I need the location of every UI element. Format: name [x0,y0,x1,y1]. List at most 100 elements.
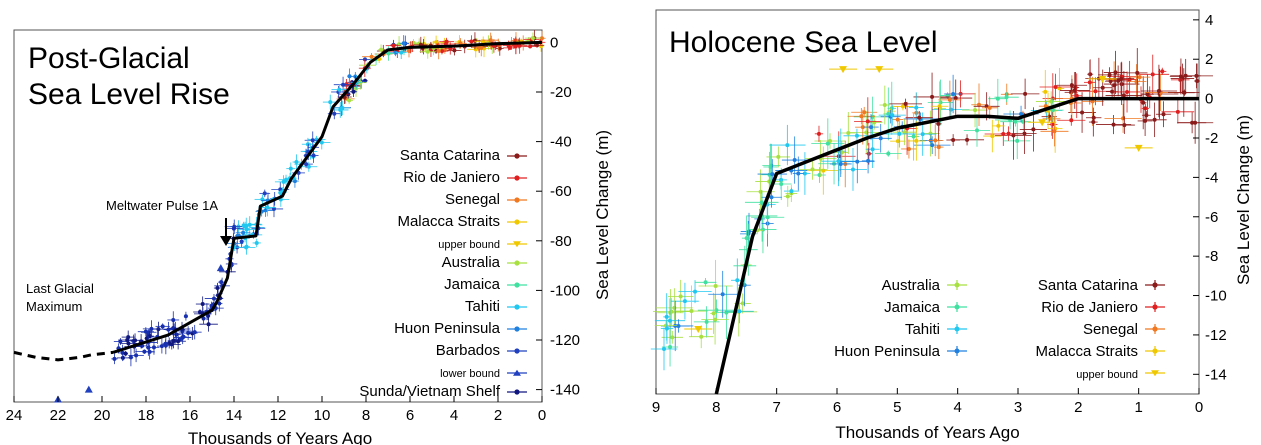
data-point [672,305,677,310]
data-point [872,120,877,125]
data-point [539,36,544,41]
upper-bound-marker [875,66,884,74]
legend-marker [1152,348,1158,354]
data-point [676,323,681,328]
data-point [123,351,128,356]
legend-label: upper bound [438,239,500,251]
data-point [947,97,952,102]
data-point [995,96,1000,101]
legend-item: Tahiti [905,321,967,338]
data-point [347,74,352,79]
data-point [306,164,311,169]
data-point [197,309,202,314]
data-point [278,190,283,195]
legend-marker [954,326,960,332]
x-tick-label: 18 [138,407,155,424]
data-point [1150,72,1155,77]
legend-item: Rio de Janiero [403,169,527,186]
data-point [776,154,781,159]
data-point [434,40,439,45]
data-point [1178,77,1183,82]
data-point [900,104,905,109]
data-point [792,158,797,163]
x-tick-label: 20 [94,407,111,424]
legend-label: Malacca Straits [397,213,500,230]
data-point [859,114,864,119]
data-point [254,240,259,245]
data-point [895,117,900,122]
data-point [920,132,925,137]
data-point [1121,93,1126,98]
data-point [1004,95,1009,100]
legend-label: Australia [882,277,941,294]
legend-marker [513,241,521,248]
data-point [148,334,153,339]
data-point [668,344,673,349]
data-point [668,310,673,315]
legend-marker [514,326,520,332]
data-point [938,100,943,105]
data-point [488,38,493,43]
data-point [933,138,938,143]
data-point [294,160,299,165]
data-point [507,45,512,50]
data-point [886,151,891,156]
x-tick-label: 3 [1014,399,1022,416]
data-point [713,317,718,322]
annotation-lgm-line-1: Last Glacial [26,281,94,296]
data-point [151,345,156,350]
data-point [176,339,181,344]
upper-bound-marker [1038,119,1047,127]
data-point [1135,70,1140,75]
legend-item: upper bound [1076,369,1165,381]
data-point [200,302,205,307]
data-point [862,110,867,115]
data-point [1091,120,1096,125]
x-tick-label: 6 [406,407,414,424]
data-point [1152,117,1157,122]
legend-item: upper bound [438,239,527,251]
data-point [825,141,830,146]
data-point [836,159,841,164]
data-point [304,162,309,167]
data-point [241,230,246,235]
x-tick-label: 4 [450,407,458,424]
data-point [704,319,709,324]
lower-bound-marker [84,385,93,393]
data-point [183,314,188,319]
legend-item: Senegal [1083,321,1165,338]
y-tick-label: 0 [550,34,558,51]
annotation-meltwater-pulse: Meltwater Pulse 1A [106,198,218,213]
data-point [539,44,544,49]
data-point [1019,112,1024,117]
x-tick-label: 8 [362,407,370,424]
data-point [244,227,249,232]
data-point [878,136,883,141]
plot-frame [655,9,1200,395]
legend-marker [1152,326,1158,332]
legend-marker [514,260,520,266]
data-point [134,353,139,358]
x-tick-label: 24 [6,407,23,424]
data-point [399,50,404,55]
data-point [951,138,956,143]
data-point [1091,115,1096,120]
legend: Australia Jamaica Tahiti Huon Peninsula Sant… [834,277,1165,381]
data-point [211,296,216,301]
y-tick-label: -80 [550,233,572,250]
x-tick-label: 0 [1195,399,1203,416]
data-point [667,318,672,323]
annotation-lgm-line-2: Maximum [26,299,82,314]
y-tick-label: 0 [1205,91,1213,108]
legend-marker [514,348,520,354]
data-point [133,338,138,343]
data-point [497,46,502,51]
data-point [1119,76,1124,81]
data-point [765,215,770,220]
legend-marker [954,304,960,310]
data-point [391,43,396,48]
y-tick-label: -40 [550,134,572,151]
data-point [244,223,249,228]
legend-marker [513,369,521,376]
data-point [1122,123,1127,128]
